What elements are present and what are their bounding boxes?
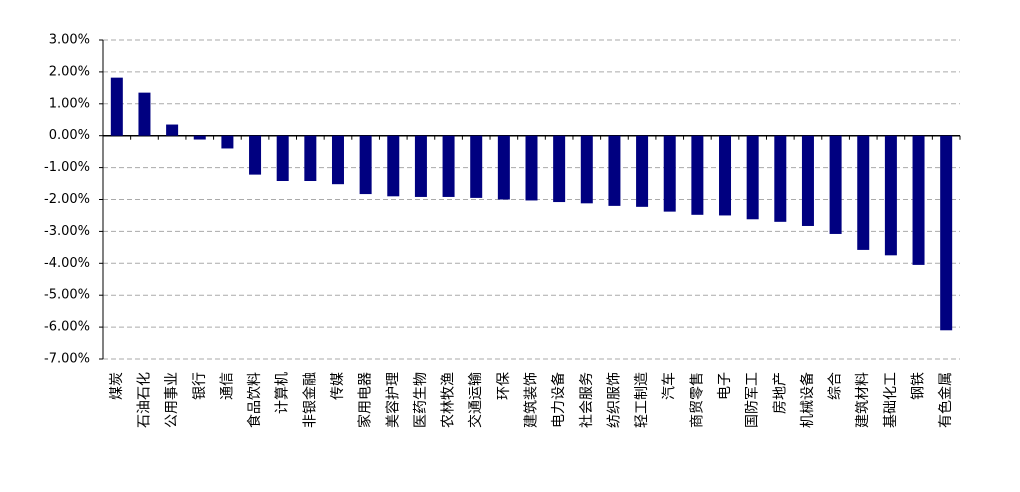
bar: [636, 135, 649, 207]
bar: [829, 135, 842, 234]
x-tick-label: 交通运输: [467, 372, 484, 428]
bar: [193, 135, 206, 140]
x-tick-label: 汽车: [661, 372, 678, 400]
x-tick-label: 电子: [717, 372, 733, 400]
x-tick-label: 家用电器: [357, 372, 374, 428]
bar: [166, 124, 179, 136]
x-tick-label: 食品饮料: [246, 372, 263, 428]
bar: [663, 135, 676, 212]
bar: [525, 135, 538, 201]
bar: [580, 135, 593, 204]
x-tick-label: 有色金属: [937, 372, 954, 428]
bar: [912, 135, 925, 265]
bar: [884, 135, 897, 256]
y-tick-label: -6.00%: [44, 320, 90, 335]
x-tick-label: 计算机: [275, 372, 291, 414]
bar: [497, 135, 510, 200]
x-tick-label: 社会服务: [579, 372, 595, 428]
y-tick-label: -1.00%: [44, 160, 90, 175]
x-tick-label: 环保: [496, 372, 512, 400]
x-tick-label: 传媒: [330, 372, 346, 400]
x-tick-label: 非银金融: [302, 372, 318, 428]
x-tick-label: 商贸零售: [689, 372, 705, 428]
x-tick-label: 机械设备: [799, 372, 816, 428]
x-tick-label: 医药生物: [413, 372, 429, 428]
x-tick-label: 美容护理: [384, 372, 401, 428]
x-tick-label: 银行: [192, 372, 208, 400]
x-tick-label: 轻工制造: [634, 372, 650, 428]
y-tick-label: -4.00%: [44, 256, 90, 271]
y-tick-label: 3.00%: [49, 33, 90, 48]
bar: [221, 135, 234, 149]
y-tick-label: -7.00%: [44, 352, 90, 367]
x-tick-label: 房地产: [772, 372, 788, 414]
bar: [470, 135, 483, 198]
bar: [304, 135, 317, 181]
bar: [414, 135, 427, 197]
x-tick-label: 综合: [828, 372, 844, 400]
y-tick-label: -3.00%: [44, 224, 90, 239]
y-tick-label: -5.00%: [44, 288, 90, 303]
bar: [359, 135, 372, 195]
bar: [719, 135, 732, 216]
bar: [110, 77, 123, 136]
y-tick-label: -2.00%: [44, 192, 90, 207]
bar: [249, 135, 262, 175]
bar: [442, 135, 455, 197]
x-tick-label: 钢铁: [911, 372, 927, 400]
x-tick-label: 电力设备: [550, 372, 567, 428]
y-tick-label: 2.00%: [49, 64, 90, 79]
x-tick-label: 建筑装饰: [524, 372, 540, 428]
x-tick-label: 纺织服饰: [606, 372, 622, 428]
bar: [553, 135, 566, 203]
x-tick-label: 国防军工: [745, 372, 761, 428]
x-tick-label: 通信: [219, 372, 235, 400]
x-tick-label: 煤炭: [109, 372, 125, 400]
x-tick-label: 公用事业: [164, 372, 180, 428]
bar: [276, 135, 289, 181]
x-tick-label: 农林牧渔: [441, 372, 457, 428]
x-tick-label: 建筑材料: [855, 372, 871, 428]
bar: [331, 135, 344, 185]
x-tick-label: 石油石化: [136, 372, 152, 428]
bar: [940, 135, 953, 331]
bar: [746, 135, 759, 220]
bar: [138, 92, 151, 136]
bar: [387, 135, 400, 197]
y-tick-label: 1.00%: [49, 96, 90, 111]
bar: [691, 135, 704, 215]
bar: [801, 135, 814, 226]
x-tick-label: 基础化工: [882, 372, 899, 428]
bar: [857, 135, 870, 250]
bar: [608, 135, 621, 206]
y-tick-label: 0.00%: [49, 128, 90, 143]
bar: [774, 135, 787, 222]
